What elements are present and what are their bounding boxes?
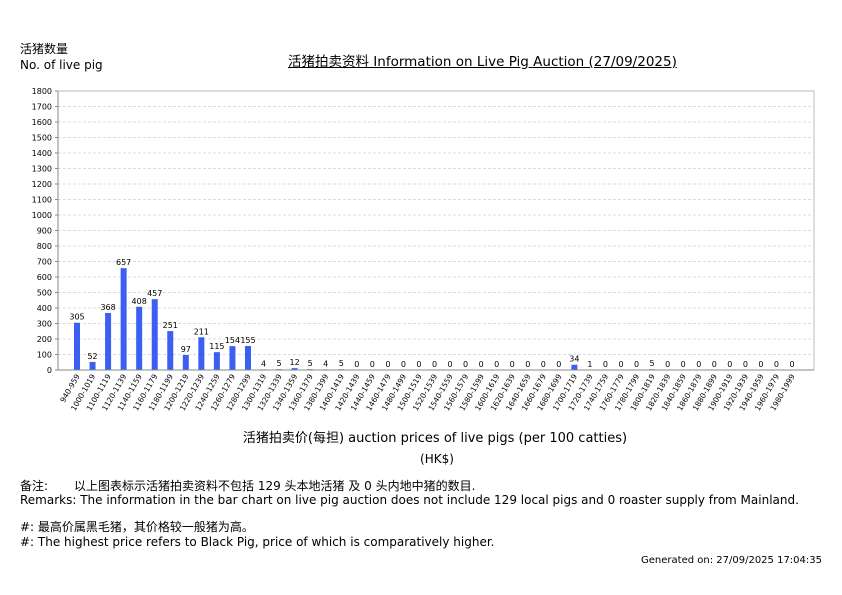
bar-value-label: 0 [494,360,499,369]
y-tick-label: 1600 [32,118,52,127]
y-tick-label: 1100 [32,196,52,205]
y-tick-label: 900 [37,227,52,236]
bar-value-label: 0 [789,360,794,369]
bar-value-label: 0 [416,360,421,369]
bar-chart: 0100200300400500600700800900100011001200… [32,87,815,412]
bar-value-label: 0 [510,360,515,369]
bar-value-label: 0 [556,360,561,369]
y-tick-label: 1500 [32,134,52,143]
y-tick-label: 700 [37,258,52,267]
y-tick-label: 1000 [32,211,52,220]
note-zh: #: 最高价属黑毛猪，其价格较一般猪为高。 [20,520,254,534]
bar [182,354,189,370]
y-tick-label: 1300 [32,165,52,174]
bar-value-label: 4 [261,359,266,368]
chart-title: 活猪拍卖资料 Information on Live Pig Auction (… [288,54,677,70]
generated-timestamp: Generated on: 27/09/2025 17:04:35 [641,555,822,566]
remarks-en: Remarks: The information in the bar char… [20,493,799,507]
y-tick-label: 1700 [32,103,52,112]
bar [229,346,236,370]
bar-value-label: 12 [290,358,300,367]
bar-value-label: 0 [479,360,484,369]
y-tick-label: 1400 [32,149,52,158]
bar-value-label: 0 [385,360,390,369]
bar [244,345,251,370]
bar-value-label: 154 [225,336,240,345]
bar-value-label: 657 [116,258,131,267]
bar [136,306,143,370]
bar-value-label: 52 [87,352,97,361]
bar [151,299,158,370]
y-tick-label: 1200 [32,180,52,189]
bar-value-label: 457 [147,289,162,298]
bar-value-label: 34 [569,355,579,364]
bar [198,337,205,370]
bar [105,312,112,370]
y-tick-label: 200 [37,335,52,344]
bar-value-label: 0 [743,360,748,369]
y-tick-label: 300 [37,320,52,329]
y-tick-label: 1800 [32,87,52,96]
bar-value-label: 0 [447,360,452,369]
bar-value-label: 97 [181,345,191,354]
bar-value-label: 0 [354,360,359,369]
bar [120,268,127,370]
y-axis-title-zh: 活猪数量 [20,42,69,56]
bar-value-label: 5 [339,359,344,368]
y-tick-label: 0 [47,366,52,375]
bar-value-label: 0 [432,360,437,369]
bar-value-label: 368 [100,303,115,312]
bar-value-label: 0 [603,360,608,369]
bar-value-label: 5 [277,359,282,368]
bar-value-label: 0 [541,360,546,369]
bar [89,361,96,370]
bar-value-label: 5 [650,359,655,368]
bar-value-label: 1 [587,360,592,369]
remarks-zh-label: 备注: [20,479,49,493]
y-axis-title-en: No. of live pig [20,58,103,72]
bar-value-label: 408 [132,297,147,306]
bar-value-label: 0 [712,360,717,369]
bar-value-label: 0 [525,360,530,369]
bar-value-label: 5 [308,359,313,368]
bar [291,368,298,370]
bar-value-label: 155 [240,336,255,345]
bar [167,331,174,370]
bar-value-label: 0 [681,360,686,369]
bar-value-label: 115 [209,342,224,351]
bar [74,322,80,370]
bar-value-label: 0 [634,360,639,369]
bar-value-label: 211 [194,327,209,336]
bar-value-label: 0 [774,360,779,369]
y-tick-label: 100 [37,351,52,360]
bar-value-label: 0 [696,360,701,369]
bar-value-label: 251 [163,321,178,330]
bar-value-label: 0 [727,360,732,369]
x-axis-unit: (HK$) [420,452,454,466]
bar-value-label: 0 [463,360,468,369]
bar-value-label: 0 [758,360,763,369]
bar [213,352,220,370]
bar [571,364,578,370]
x-axis-title: 活猪拍卖价(每担) auction prices of live pigs (p… [242,431,628,446]
bar-value-label: 0 [665,360,670,369]
y-tick-label: 400 [37,304,52,313]
bar-value-label: 0 [370,360,375,369]
y-tick-label: 500 [37,289,52,298]
y-tick-label: 800 [37,242,52,251]
bar-value-label: 4 [323,359,328,368]
bar-value-label: 0 [401,360,406,369]
note-en: #: The highest price refers to Black Pig… [20,535,495,549]
y-tick-label: 600 [37,273,52,282]
remarks-zh: 以上图表标示活猪拍卖资料不包括 129 头本地活猪 及 0 头内地中猪的数目. [74,479,476,493]
bar-value-label: 305 [69,313,84,322]
bar-value-label: 0 [618,360,623,369]
